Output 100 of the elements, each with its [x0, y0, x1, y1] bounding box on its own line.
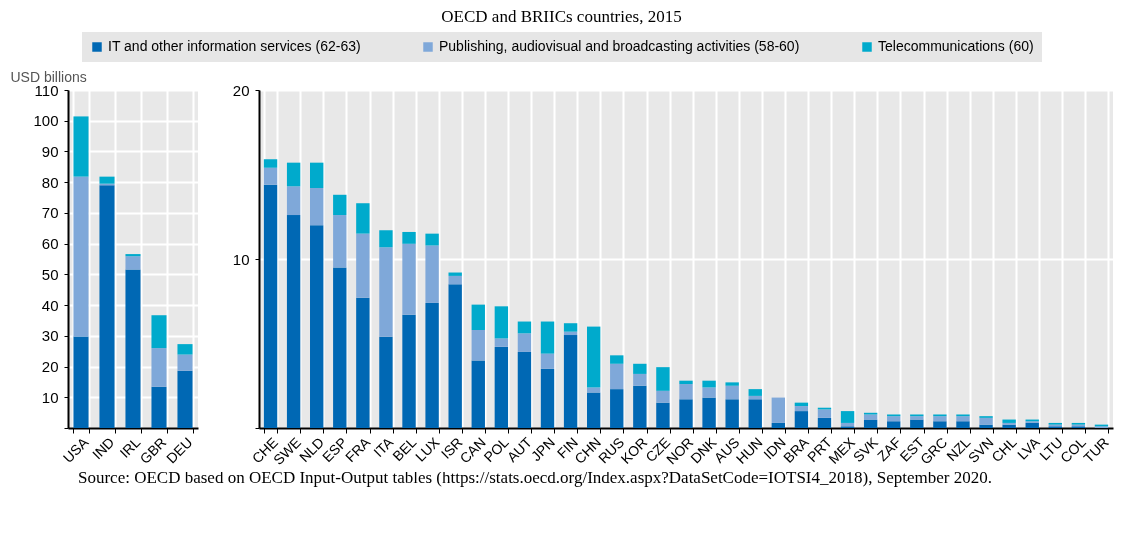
bar: [494, 306, 509, 339]
bar: [379, 336, 393, 428]
bar: [817, 409, 832, 418]
bar: [494, 346, 509, 428]
bar: [610, 355, 624, 364]
bar: [725, 385, 739, 400]
bar: [725, 382, 739, 386]
bar: [586, 387, 601, 393]
bar: [177, 354, 193, 371]
bar: [310, 162, 324, 189]
bar: [679, 399, 693, 428]
bar: [840, 411, 855, 423]
bar: [1025, 422, 1039, 428]
y-tick-label: 70: [41, 204, 59, 222]
bar: [656, 390, 670, 403]
bar: [633, 373, 647, 386]
bar: [979, 424, 993, 428]
bar: [425, 245, 439, 303]
bar: [333, 267, 347, 428]
bar: [817, 417, 832, 428]
bar: [73, 176, 89, 337]
bar: [310, 188, 324, 226]
bar: [863, 419, 878, 428]
bar: [748, 389, 762, 396]
bar: [333, 194, 347, 216]
bar: [656, 367, 670, 391]
bar: [979, 417, 993, 425]
bar: [656, 402, 670, 428]
y-tick-label: 10: [232, 250, 250, 268]
bar: [563, 323, 578, 332]
bar: [356, 297, 370, 428]
bar: [679, 384, 693, 400]
y-tick-label: 90: [41, 142, 59, 160]
bar: [379, 230, 393, 248]
bar: [702, 387, 716, 398]
bar: [99, 176, 115, 184]
bar: [540, 368, 555, 428]
bar: [263, 184, 278, 428]
legend-label: IT and other information services (62-63): [108, 38, 361, 54]
y-tick-label: 30: [41, 327, 59, 345]
bar: [425, 302, 439, 428]
bar: [933, 416, 947, 422]
bar: [471, 304, 485, 330]
bar: [471, 329, 485, 361]
bar: [610, 363, 624, 390]
x-tick-label: IND: [89, 434, 118, 463]
legend-label: Publishing, audiovisual and broadcasting activities (58-60): [439, 38, 800, 54]
bar: [563, 335, 578, 428]
bar: [863, 414, 878, 420]
bar: [933, 421, 947, 428]
bar: [402, 243, 416, 315]
bar: [586, 326, 601, 388]
bar: [887, 421, 901, 428]
bar: [286, 162, 301, 187]
bar: [125, 254, 141, 257]
bar: [448, 272, 462, 276]
bar: [471, 360, 485, 428]
bar: [794, 411, 809, 428]
bar: [177, 344, 193, 355]
bar: [956, 421, 970, 428]
legend-label: Telecommunications (60): [878, 38, 1034, 54]
bar: [771, 422, 786, 428]
bar: [540, 353, 555, 369]
bar: [263, 167, 278, 185]
bar: [725, 399, 739, 428]
bar: [517, 321, 532, 334]
x-tick-label: USA: [59, 433, 92, 466]
bar: [286, 215, 301, 428]
bar: [748, 399, 762, 428]
y-tick-label: 80: [41, 173, 59, 191]
bar: [540, 321, 555, 354]
bar: [356, 233, 370, 298]
bar: [517, 351, 532, 428]
bar: [310, 225, 324, 428]
bar: [151, 348, 167, 387]
bar: [125, 269, 141, 428]
bar: [517, 333, 532, 352]
bar: [771, 397, 786, 423]
y-tick-label: 50: [41, 265, 59, 283]
chart-title: OECD and BRIICs countries, 2015: [441, 7, 682, 26]
bar: [633, 363, 647, 374]
bar: [402, 231, 416, 244]
bar: [633, 385, 647, 428]
bar: [586, 392, 601, 428]
bar: [177, 370, 193, 428]
bar: [702, 397, 716, 428]
bar: [610, 389, 624, 428]
bar: [286, 186, 301, 216]
bar: [887, 416, 901, 422]
bar: [379, 247, 393, 337]
bar: [448, 284, 462, 428]
bar: [794, 406, 809, 412]
y-tick-label: 20: [232, 81, 250, 99]
bar: [448, 275, 462, 285]
y-tick-label: 10: [41, 388, 59, 406]
bar: [402, 314, 416, 428]
bar: [333, 215, 347, 268]
bar: [263, 159, 278, 168]
y-tick-label: 40: [41, 296, 59, 314]
bar: [356, 203, 370, 234]
